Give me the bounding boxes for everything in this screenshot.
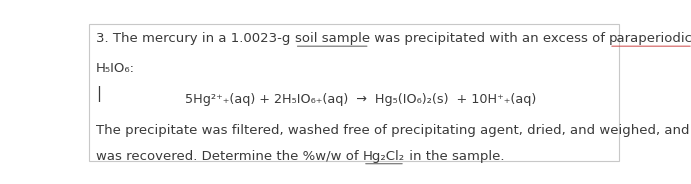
Text: Hg₂Cl₂: Hg₂Cl₂ <box>363 150 405 163</box>
Text: 3. The mercury in a 1.0023-g: 3. The mercury in a 1.0023-g <box>96 32 294 45</box>
Text: in the sample.: in the sample. <box>405 150 504 163</box>
Text: The precipitate was filtered, washed free of precipitating agent, dried, and wei: The precipitate was filtered, washed fre… <box>96 124 691 137</box>
Text: paraperiodic: paraperiodic <box>609 32 691 45</box>
FancyBboxPatch shape <box>89 24 619 161</box>
Text: |: | <box>96 86 101 102</box>
Text: was recovered. Determine the %w/w of: was recovered. Determine the %w/w of <box>96 150 363 163</box>
Text: H₅IO₆:: H₅IO₆: <box>96 62 135 75</box>
Text: soil sample: soil sample <box>294 32 370 45</box>
Text: was precipitated with an excess of: was precipitated with an excess of <box>370 32 609 45</box>
Text: 5Hg²⁺₊(aq) + 2H₅IO₆₊(aq)  →  Hg₅(IO₆)₂(s)  + 10H⁺₊(aq): 5Hg²⁺₊(aq) + 2H₅IO₆₊(aq) → Hg₅(IO₆)₂(s) … <box>185 93 537 106</box>
